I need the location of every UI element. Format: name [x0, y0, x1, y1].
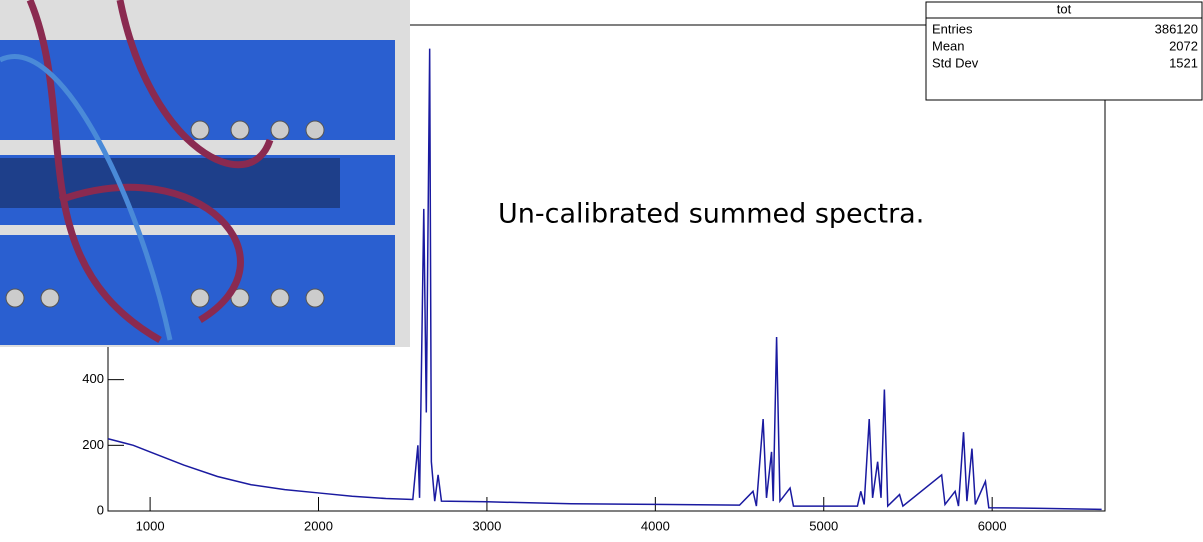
- x-tick-label: 3000: [472, 518, 501, 533]
- stats-label: Mean: [932, 38, 965, 53]
- stats-value: 1521: [1169, 55, 1198, 70]
- stats-label: Entries: [932, 21, 973, 36]
- stats-label: Std Dev: [932, 55, 979, 70]
- x-tick-label: 5000: [809, 518, 838, 533]
- y-tick-label: 400: [82, 371, 104, 386]
- x-tick-label: 6000: [978, 518, 1007, 533]
- stats-title: tot: [1057, 1, 1072, 16]
- stats-value: 2072: [1169, 38, 1198, 53]
- stats-box: [925, 1, 1203, 101]
- y-tick-label: 0: [97, 502, 104, 517]
- x-tick-label: 1000: [136, 518, 165, 533]
- photo: [0, 0, 410, 347]
- stats-value: 386120: [1155, 21, 1198, 36]
- x-tick-label: 4000: [641, 518, 670, 533]
- annotation: Un-calibrated summed spectra.: [498, 199, 924, 230]
- spectrum: [107, 48, 1102, 511]
- x-tick-label: 2000: [304, 518, 333, 533]
- y-tick-label: 200: [82, 437, 104, 452]
